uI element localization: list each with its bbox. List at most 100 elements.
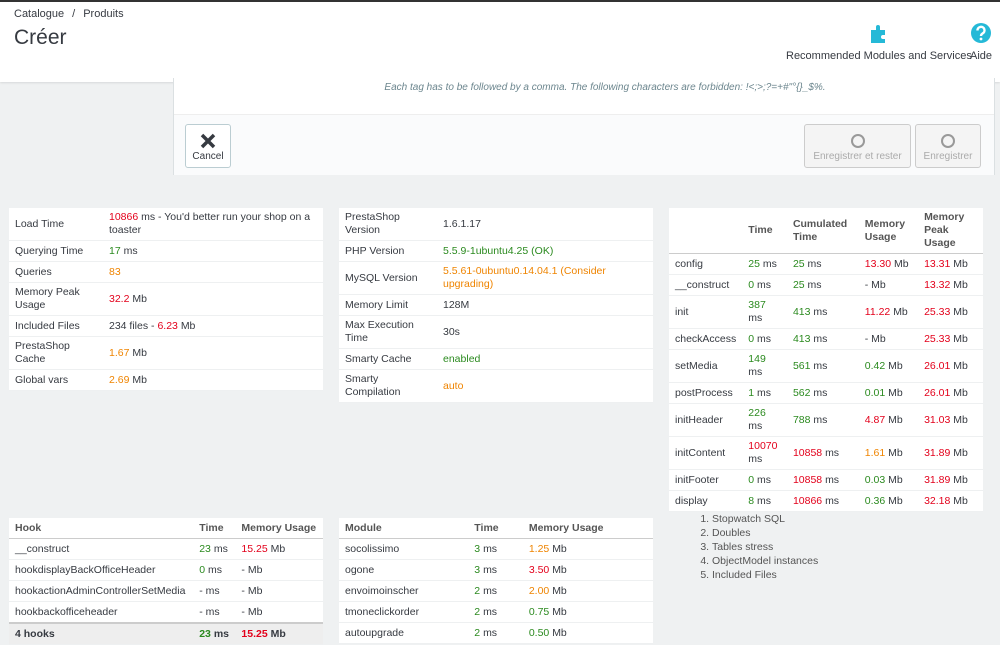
- save-stay-button[interactable]: Enregistrer et rester: [804, 124, 911, 168]
- cell-value: 0: [748, 332, 755, 345]
- save-button[interactable]: Enregistrer: [915, 124, 981, 168]
- cell: auto: [437, 369, 653, 403]
- cell: 5.5.61-0ubuntu0.14.04.1 (Consider upgrad…: [437, 261, 653, 295]
- cell-value: 0.42: [864, 359, 886, 372]
- cell-text: ms: [757, 494, 772, 507]
- cell: 4 hooks: [9, 622, 194, 645]
- cell-value: 561: [792, 359, 811, 372]
- cell: 15.25 Mb: [235, 622, 323, 645]
- cell: Max Execution Time: [339, 315, 437, 349]
- cell-value: 226: [748, 407, 766, 419]
- cell: Memory Limit: [339, 294, 437, 316]
- cell: - Mb: [235, 559, 323, 581]
- cell-value: 15.25: [241, 542, 268, 555]
- cell-text: ms: [748, 312, 763, 324]
- cell: envoimoinscher: [339, 580, 469, 602]
- cell: 5.5.9-1ubuntu4.25 (OK): [437, 240, 653, 262]
- cell-text: ms: [483, 584, 498, 597]
- row: PrestaShop Cache 1.67 Mb: [9, 336, 323, 370]
- cell: 0.03 Mb: [858, 469, 919, 491]
- column-header: Module: [339, 518, 469, 539]
- cell-value: 6.23: [157, 319, 178, 332]
- cell-text: ms: [825, 446, 840, 459]
- cell-value: 387: [748, 299, 766, 311]
- cell: 226 ms: [742, 403, 787, 437]
- cell: hookbackofficeheader: [9, 601, 194, 624]
- cell: 10858 ms: [786, 469, 859, 491]
- cell-text: Mb: [552, 542, 567, 555]
- breadcrumb: Catalogue / Produits: [14, 8, 132, 20]
- cell-value: 13.31: [924, 257, 951, 270]
- cell-text: Mb: [270, 542, 286, 555]
- breadcrumb-link[interactable]: Catalogue: [14, 8, 65, 20]
- cell: enabled: [437, 348, 653, 370]
- toolbar-button[interactable]: Recommended Modules and Services: [786, 22, 972, 62]
- table-foot: 4 hooks 23 ms 15.25 Mb: [9, 622, 323, 645]
- page-title: Créer: [14, 26, 67, 49]
- breadcrumb-link[interactable]: Produits: [83, 8, 124, 20]
- cell-text: Mb: [888, 473, 903, 486]
- cell-text: ms: [757, 278, 772, 291]
- header-row: Hook Time Memory Usage: [9, 518, 323, 539]
- cell: __construct: [9, 538, 194, 560]
- cell: 0 ms: [742, 469, 787, 491]
- cell-text: ms: [213, 627, 230, 640]
- cell-text: Mb: [888, 446, 903, 459]
- close-icon: [200, 133, 216, 149]
- cell-text: Mb: [953, 386, 968, 399]
- cell-value: 11.22: [864, 305, 891, 318]
- cell: 25 ms: [742, 253, 787, 275]
- row: envoimoinscher 2 ms 2.00 Mb: [339, 580, 653, 602]
- cell-value: 0: [748, 473, 755, 486]
- cell-text: ms: [757, 332, 772, 345]
- cell-text: - ms: [199, 584, 220, 597]
- row: Memory Peak Usage 32.2 Mb: [9, 282, 323, 316]
- cell: 25 ms: [786, 274, 859, 296]
- cell: 0.75 Mb: [522, 601, 653, 623]
- cancel-button[interactable]: Cancel: [185, 124, 231, 168]
- cell-text: Mb: [552, 584, 567, 597]
- cell-text: ms: [207, 563, 222, 576]
- row: __construct 0 ms 25 ms - Mb 13.32 Mb: [669, 274, 983, 296]
- row: hookactionAdminControllerSetMedia - ms - M…: [9, 580, 323, 602]
- cell-text: Mb: [953, 473, 968, 486]
- cell: 149 ms: [742, 349, 787, 383]
- cell-text: Mb: [888, 494, 903, 507]
- cell: 83: [103, 261, 323, 283]
- cell: 13.32 Mb: [918, 274, 983, 296]
- toolbar-button[interactable]: Aide: [970, 22, 992, 62]
- row: Global vars 2.69 Mb: [9, 369, 323, 391]
- cell-text: Mb: [270, 627, 286, 640]
- form-panel: Each tag has to be followed by a comma. …: [173, 78, 995, 175]
- cell: 8 ms: [742, 490, 787, 512]
- cell: 25.33 Mb: [918, 295, 983, 329]
- cell: 2 ms: [468, 580, 523, 602]
- cell-value: 10070: [748, 440, 778, 452]
- cell-text: ms: [483, 563, 498, 576]
- debug-link[interactable]: Included Files: [712, 568, 818, 582]
- debug-link[interactable]: ObjectModel instances: [712, 554, 818, 568]
- cell-text: Mb: [888, 413, 903, 426]
- cell-value: 31.03: [924, 413, 951, 426]
- column-header: Memory Peak Usage: [918, 208, 983, 254]
- cell-text: ms: [483, 626, 498, 639]
- cell: 3 ms: [468, 559, 523, 581]
- debug-link[interactable]: Doubles: [712, 526, 818, 540]
- cell-value: 8: [748, 494, 755, 507]
- row: hookdisplayBackOfficeHeader 0 ms - Mb: [9, 559, 323, 581]
- cell: autoupgrade: [339, 622, 469, 644]
- cell: 10866 ms: [786, 490, 859, 512]
- cell-value: 10858: [792, 446, 823, 459]
- cell: config: [669, 253, 743, 275]
- row: config 25 ms 25 ms 13.30 Mb 13.31 Mb: [669, 253, 983, 275]
- cell: - Mb: [235, 601, 323, 624]
- cell: 31.03 Mb: [918, 403, 983, 437]
- debug-table: Time Cumulated Time Memory Usage Memory Pea…: [669, 208, 983, 512]
- cell-value: 1.67: [109, 346, 130, 359]
- cell-text: - ms: [199, 605, 220, 618]
- column-header: Time: [742, 208, 787, 254]
- debug-link[interactable]: Tables stress: [712, 540, 818, 554]
- debug-link[interactable]: Stopwatch SQL: [712, 512, 818, 526]
- cell: initHeader: [669, 403, 743, 437]
- cell: 32.18 Mb: [918, 490, 983, 512]
